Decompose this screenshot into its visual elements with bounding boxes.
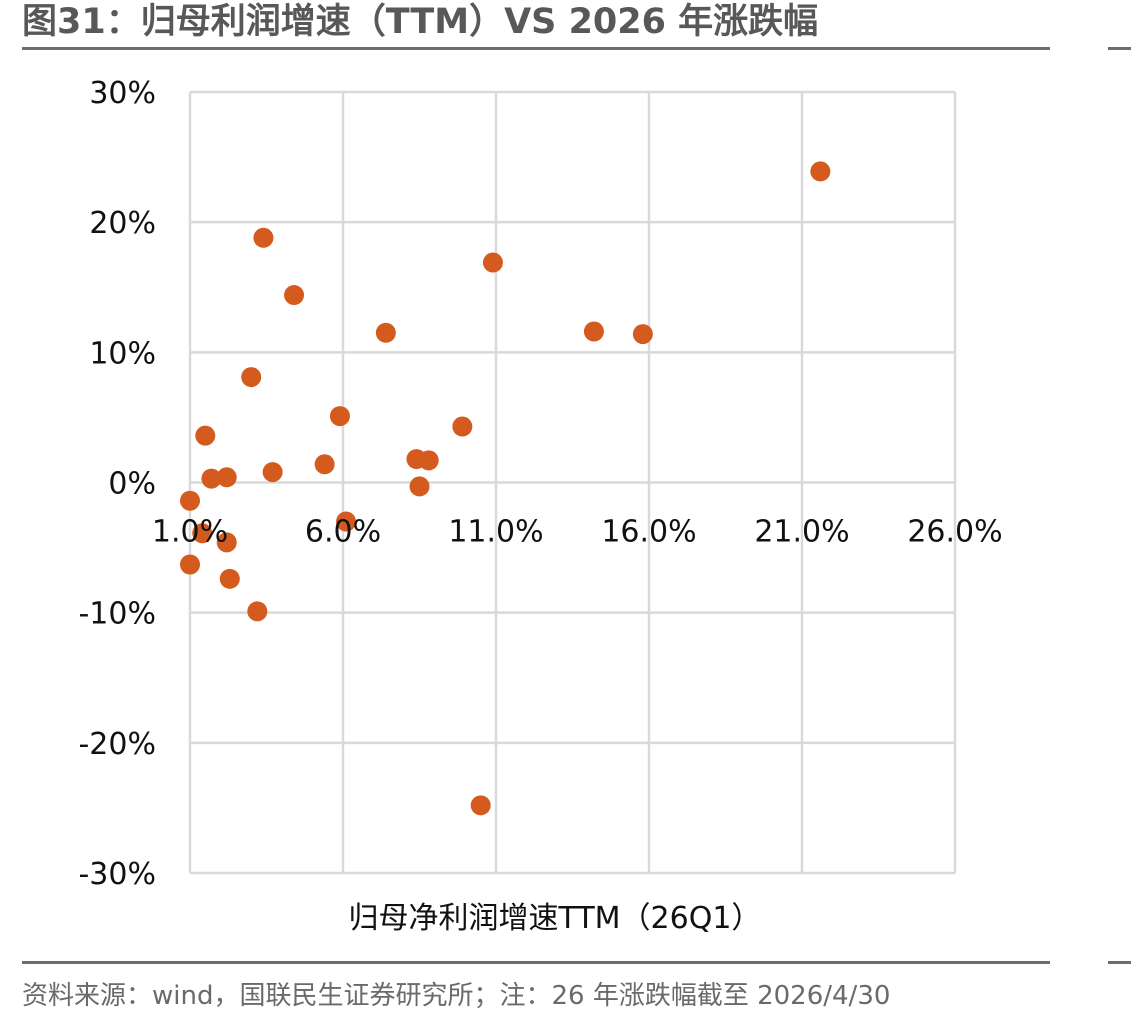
data-point [262, 462, 283, 483]
title-rule-right [1108, 47, 1131, 50]
source-rule [22, 961, 1050, 964]
y-tick-label: -20% [78, 727, 156, 762]
data-point [452, 416, 473, 437]
data-point [336, 511, 357, 532]
data-point [195, 425, 216, 446]
data-point [241, 367, 262, 388]
data-point [216, 532, 237, 553]
x-tick-label: 1.0% [152, 515, 228, 550]
data-point [192, 523, 213, 544]
data-point [180, 490, 200, 511]
title-rule [22, 47, 1050, 50]
data-point [216, 467, 237, 488]
data-point [810, 161, 831, 182]
data-point [418, 450, 439, 471]
grid-lines [188, 90, 957, 875]
data-point [632, 324, 653, 345]
data-point [329, 406, 350, 427]
x-tick-label: 26.0% [907, 515, 1002, 550]
x-tick-label: 21.0% [754, 515, 849, 550]
data-point [314, 454, 335, 475]
y-tick-label: 30% [89, 76, 156, 111]
y-tick-label: 0% [108, 467, 156, 502]
y-axis-ticks: 30% 20% 10% 0% -10% -20% -30% [78, 76, 156, 892]
data-point [180, 554, 200, 575]
y-tick-label: -30% [78, 857, 156, 892]
data-point [253, 227, 274, 248]
data-point [482, 252, 503, 273]
figure-title: 图31：归母利润增速（TTM）VS 2026 年涨跌幅 [22, 2, 819, 42]
y-tick-label: -10% [78, 597, 156, 632]
data-point [201, 468, 222, 489]
y-tick-label: 20% [89, 206, 156, 241]
data-point [470, 795, 491, 816]
data-point [247, 601, 268, 622]
x-axis-title: 归母净利润增速TTM（26Q1） [349, 901, 762, 936]
data-point [375, 322, 396, 343]
source-note: 资料来源：wind，国联民生证券研究所；注：26 年涨跌幅截至 2026/4/3… [22, 981, 891, 1011]
data-point [583, 321, 604, 342]
data-point [284, 285, 305, 306]
x-tick-label: 6.0% [305, 515, 381, 550]
data-points [180, 161, 831, 816]
y-tick-label: 10% [89, 336, 156, 371]
x-tick-label: 16.0% [601, 515, 696, 550]
data-point [219, 568, 240, 589]
x-tick-label: 11.0% [448, 515, 543, 550]
scatter-chart: 30% 20% 10% 0% -10% -20% -30% 1.0% 6.0% 11.0% 16.… [78, 76, 1003, 936]
source-rule-right [1108, 961, 1131, 964]
data-point [409, 476, 430, 497]
x-axis-ticks: 1.0% 6.0% 11.0% 16.0% 21.0% 26.0% [152, 515, 1003, 550]
